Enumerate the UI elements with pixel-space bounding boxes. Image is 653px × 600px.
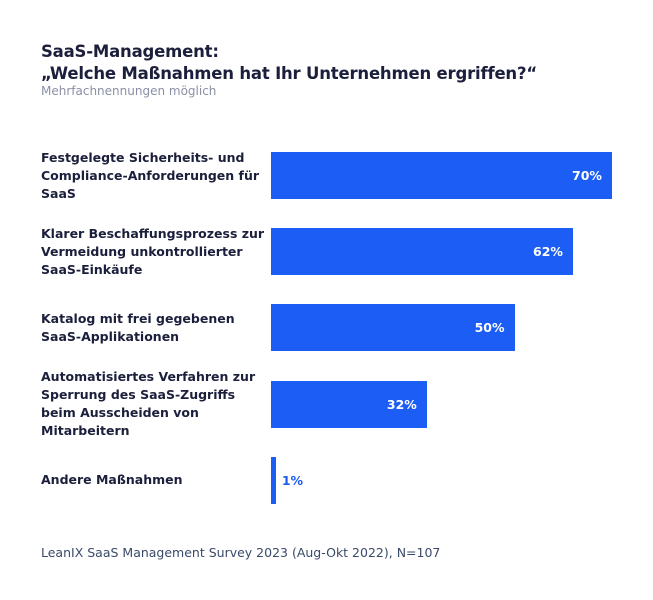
category-label: Klarer Beschaffungsprozess zur Vermeidun… [41, 225, 265, 277]
category-label: Festgelegte Sicherheits- und Compliance-… [41, 149, 260, 201]
chart-subtitle: Mehrfachnennungen möglich [41, 84, 217, 98]
category-label: Andere Maßnahmen [41, 472, 183, 488]
bar [271, 304, 515, 352]
bar [271, 456, 276, 504]
chart-title: SaaS-Management: „Welche Maßnahmen hat I… [41, 41, 537, 85]
value-label: 32% [386, 396, 417, 412]
value-label: 1% [281, 472, 304, 488]
category-label: Katalog mit frei gegebenen SaaS-Applikat… [41, 310, 235, 344]
title-line-2: „Welche Maßnahmen hat Ihr Unternehmen er… [41, 64, 537, 83]
value-label: 50% [474, 320, 505, 336]
source-note: LeanIX SaaS Management Survey 2023 (Aug-… [41, 545, 441, 560]
bar [271, 380, 427, 428]
bar [271, 228, 574, 276]
value-label: 62% [533, 244, 563, 260]
category-label: Automatisiertes Verfahren zur Sperrung d… [41, 369, 256, 439]
title-line-1: SaaS-Management: [41, 42, 219, 61]
bar [271, 152, 612, 199]
value-label: 70% [572, 168, 602, 183]
